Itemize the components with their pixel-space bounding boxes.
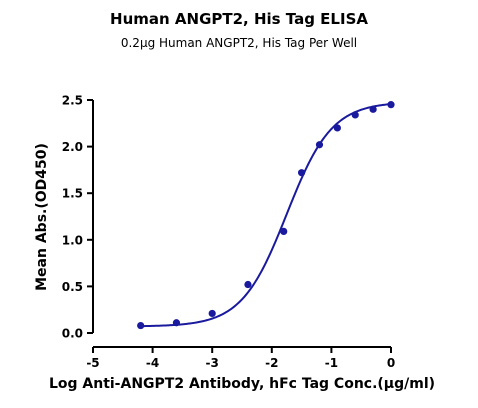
x-tick-label: -4 (146, 356, 159, 370)
x-axis-label: Log Anti-ANGPT2 Antibody, hFc Tag Conc.(… (49, 376, 435, 392)
data-point (298, 169, 306, 177)
data-point (244, 280, 252, 289)
y-axis-label: Mean Abs.(OD450) (34, 143, 50, 291)
data-point (208, 309, 216, 318)
fit-curve-layer (140, 103, 392, 328)
x-tick-label: -3 (206, 356, 219, 370)
chart-title: Human ANGPT2, His Tag ELISA (110, 10, 368, 28)
y-tick-label: 2.5 (62, 94, 83, 108)
data-point (369, 105, 377, 113)
fit-curve (140, 103, 392, 328)
chart-subtitle: 0.2μg Human ANGPT2, His Tag Per Well (121, 36, 357, 50)
data-point (137, 321, 145, 330)
x-tick-label: -2 (265, 356, 278, 370)
x-tick-label: 0 (387, 356, 395, 370)
x-tick-label: -1 (325, 356, 338, 370)
axes: 0.0 0.5 1.0 1.5 2.0 2.5 -5 -4 -3 -2 -1 0 (62, 94, 395, 371)
data-point (333, 124, 341, 132)
data-points-layer (137, 101, 395, 330)
y-tick-label: 1.5 (62, 187, 83, 201)
data-point (387, 101, 395, 109)
x-tick-label: -5 (86, 356, 99, 370)
data-point (351, 111, 359, 119)
data-point (280, 227, 288, 236)
data-point (315, 141, 324, 149)
data-point (172, 319, 181, 327)
y-tick-label: 0.0 (62, 327, 83, 341)
y-tick-label: 1.0 (62, 233, 83, 247)
y-tick-label: 0.5 (62, 280, 83, 294)
y-tick-label: 2.0 (62, 140, 83, 154)
